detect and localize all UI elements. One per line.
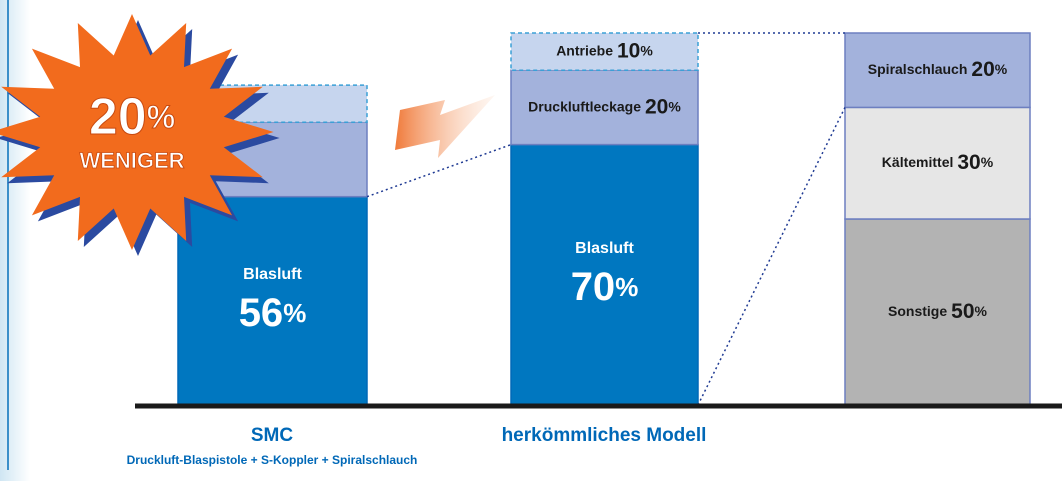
value: 10	[617, 39, 640, 62]
value: 70	[571, 264, 616, 308]
connector	[697, 107, 846, 406]
value: 20	[89, 88, 147, 146]
value: 50	[951, 300, 974, 323]
value: 20	[971, 58, 994, 81]
unit: %	[147, 99, 175, 135]
badge-star	[0, 14, 274, 250]
segment-label: Druckluftleckage 20%	[528, 95, 681, 118]
name: Kältemittel	[882, 154, 954, 170]
bar-segment	[844, 218, 1031, 406]
unit: %	[981, 154, 994, 170]
unit: %	[995, 61, 1008, 77]
edge-shade	[0, 0, 30, 481]
category-label: herkömmliches Modell	[502, 425, 707, 446]
name: Spiralschlauch	[868, 61, 968, 77]
category-subtitle: Druckluft-Blaspistole + S-Koppler + Spir…	[127, 453, 418, 467]
segment-name: Blasluft	[575, 240, 634, 257]
connector	[366, 143, 512, 198]
segment-name: Blasluft	[243, 266, 302, 283]
bar-segment	[510, 32, 699, 71]
name: Druckluftleckage	[528, 98, 641, 114]
unit: %	[615, 272, 638, 302]
segment-label: Antriebe 10%	[556, 39, 653, 62]
arrow	[395, 95, 495, 158]
unit: %	[640, 42, 653, 58]
value: 30	[957, 151, 980, 174]
badge-value: 20%	[89, 88, 175, 146]
unit: %	[975, 303, 988, 319]
segment-label: Sonstige 50%	[888, 300, 987, 323]
segment-label: Spiralschlauch 20%	[868, 58, 1008, 81]
unit: %	[668, 98, 681, 114]
category-label: SMC	[251, 425, 294, 446]
name: Sonstige	[888, 303, 947, 319]
segment-value-label: 56%	[239, 290, 307, 334]
name: Antriebe	[556, 42, 613, 58]
bar-segment	[844, 32, 1031, 109]
segment-label: Kältemittel 30%	[882, 151, 994, 174]
value: 20	[645, 95, 668, 118]
badge-text: WENIGER	[79, 148, 184, 173]
unit: %	[283, 298, 306, 328]
segment-value-label: 70%	[571, 264, 639, 308]
value: 56	[239, 290, 284, 334]
bar-segment	[844, 106, 1031, 220]
